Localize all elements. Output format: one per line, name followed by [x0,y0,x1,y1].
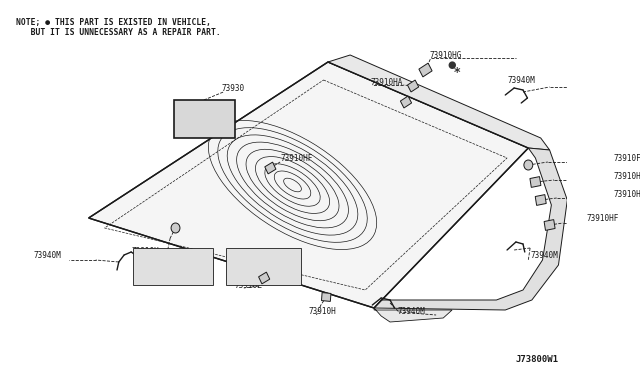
Text: 73910Z: 73910Z [235,280,262,289]
Polygon shape [259,272,269,284]
Polygon shape [321,293,331,301]
Text: 73910HA: 73910HA [371,77,403,87]
Text: 73910HG: 73910HG [613,189,640,199]
Text: 73940M: 73940M [507,76,535,84]
Polygon shape [401,96,412,108]
Polygon shape [265,162,276,174]
Text: J73800W1: J73800W1 [515,355,559,364]
Polygon shape [374,148,567,310]
Text: 73940M: 73940M [34,250,61,260]
Text: 73910HA: 73910HA [613,171,640,180]
Text: 73910H: 73910H [308,308,336,317]
Text: NOTE; ● THIS PART IS EXISTED IN VEHICLE,: NOTE; ● THIS PART IS EXISTED IN VEHICLE, [16,18,211,27]
Polygon shape [328,55,550,150]
Text: 73910HF: 73910HF [280,154,312,163]
Text: 73940M: 73940M [530,250,558,260]
Polygon shape [530,177,541,187]
Text: ●: ● [448,60,456,70]
Text: *: * [453,65,460,78]
Polygon shape [89,62,529,308]
Text: 73910F: 73910F [613,154,640,163]
Polygon shape [544,219,555,230]
Text: BUT IT IS UNNECESSARY AS A REPAIR PART.: BUT IT IS UNNECESSARY AS A REPAIR PART. [16,28,221,37]
Polygon shape [419,63,432,77]
Circle shape [524,160,532,170]
Circle shape [171,223,180,233]
Text: 73910HF: 73910HF [587,214,620,222]
Polygon shape [408,80,419,92]
Polygon shape [226,248,301,285]
Text: 73940M: 73940M [397,308,425,317]
Polygon shape [133,248,212,285]
Polygon shape [374,308,452,322]
Text: 73910H: 73910H [131,247,159,257]
Polygon shape [173,100,235,138]
Text: 73930: 73930 [221,83,244,93]
Polygon shape [535,195,546,205]
Text: 73910HG: 73910HG [430,51,462,60]
